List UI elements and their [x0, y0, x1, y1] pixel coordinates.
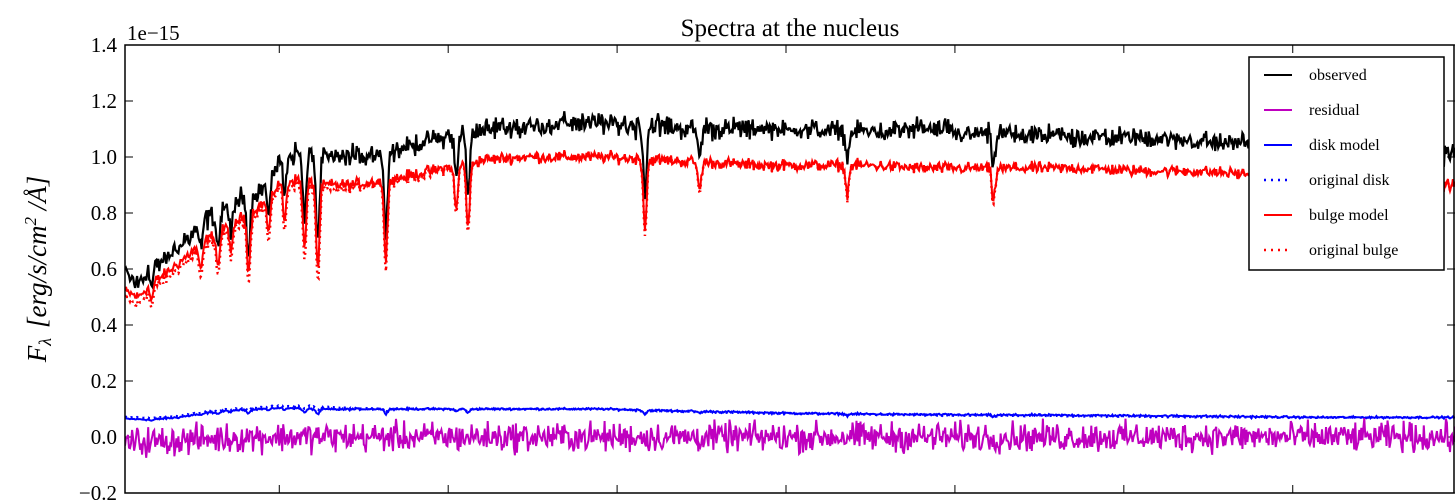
axes-frame: [124, 44, 1455, 494]
y-tick-label: −0.2: [79, 481, 117, 502]
legend-label: bulge model: [1309, 207, 1389, 224]
legend-label: residual: [1309, 102, 1360, 119]
y-tick-label: 0.8: [91, 201, 117, 225]
y-label-units: [erg/s/cm: [22, 225, 52, 328]
legend: observed residual disk model original disk b…: [1248, 56, 1445, 271]
y-axis-label: Fλ [erg/s/cm2 /Å]: [21, 176, 55, 364]
series-bulge-model: [125, 148, 1455, 304]
y-label-symbol: F: [22, 345, 52, 363]
y-label-units-end: /Å]: [22, 176, 52, 217]
legend-label: disk model: [1309, 137, 1380, 154]
plot-area: −0.2 0.0 0.2 0.4 0.6 0.8 1.0 1.2 1.4: [79, 33, 1455, 502]
y-tick-label: 0.2: [91, 369, 117, 393]
y-tick-label: 1.2: [91, 89, 117, 113]
y-offset-label: 1e−15: [127, 21, 180, 45]
legend-label: observed: [1309, 67, 1367, 84]
series-disk-model: [125, 405, 1455, 422]
y-label-units-sup: 2: [21, 216, 40, 225]
y-tick-label: 1.4: [91, 33, 118, 57]
y-tick-label: 0.6: [91, 257, 117, 281]
legend-label: original disk: [1309, 172, 1389, 189]
y-tick-label: 1.0: [91, 145, 117, 169]
y-tick-label: 0.0: [91, 425, 117, 449]
legend-box: [1248, 56, 1445, 271]
series-residual: [125, 418, 1455, 458]
y-tick-label: 0.4: [91, 313, 118, 337]
series-observed: [125, 111, 1455, 290]
chart-title: Spectra at the nucleus: [681, 15, 900, 42]
legend-label: original bulge: [1309, 242, 1398, 259]
y-label-sub: λ: [35, 338, 55, 347]
